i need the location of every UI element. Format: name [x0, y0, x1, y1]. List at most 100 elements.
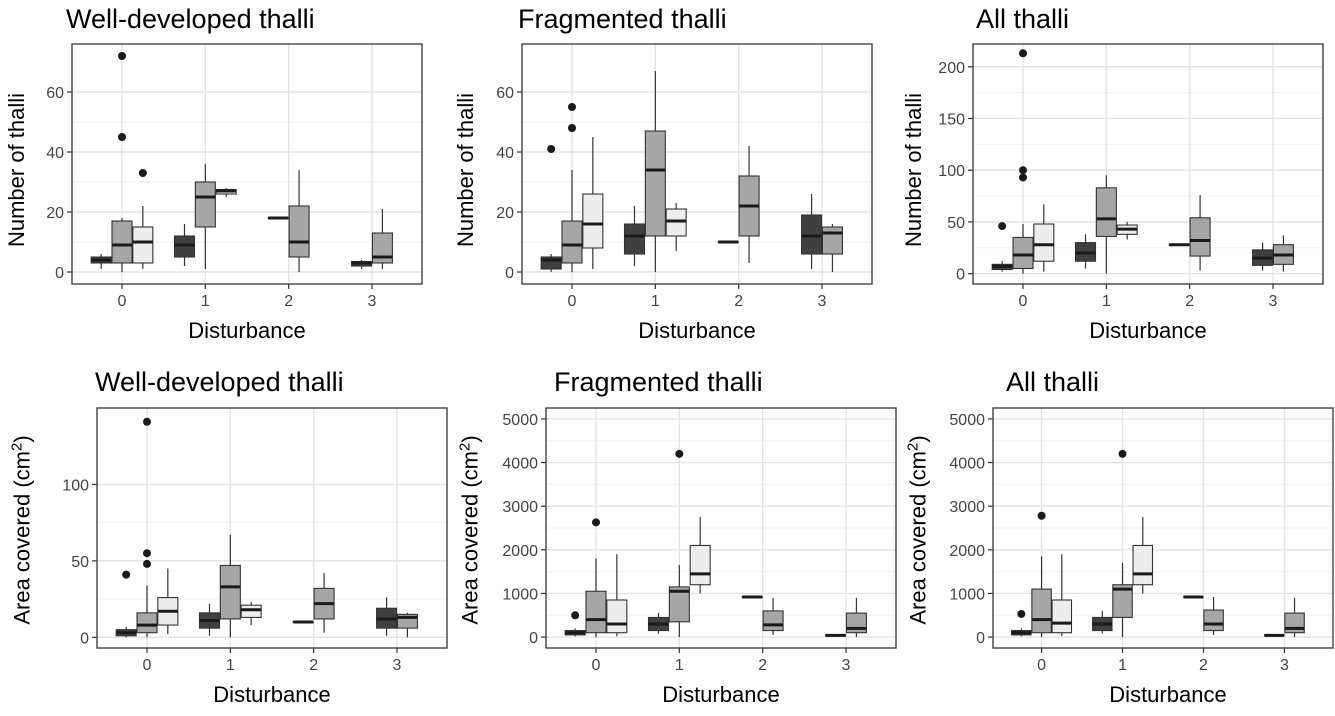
outlier-point: [143, 549, 151, 558]
box-2-group-1: [1203, 596, 1224, 635]
y-tick-label: 60: [46, 85, 64, 102]
box-body: [1132, 544, 1154, 586]
x-tick-label: 2: [1185, 293, 1194, 310]
y-tick-label: 0: [956, 267, 965, 284]
box-body: [561, 220, 583, 264]
outlier-point: [1017, 609, 1026, 618]
x-tick-label: 2: [758, 657, 767, 674]
box-body: [288, 205, 310, 258]
outlier-point: [998, 222, 1007, 231]
box-body: [136, 612, 158, 634]
box-3-group-1: [371, 209, 393, 269]
panel-2-y-title: Number of thalli: [453, 93, 479, 247]
panel-6-y-title-tail: ): [905, 435, 931, 443]
box-3-group-0: [351, 260, 373, 269]
x-tick-label: 1: [1102, 293, 1111, 310]
box-body: [1189, 217, 1211, 257]
panel-border: [972, 43, 1324, 285]
box-1-group-2: [689, 517, 711, 594]
box-1-group-1: [194, 164, 216, 269]
x-tick-label: 0: [568, 293, 577, 310]
x-tick-label: 3: [393, 657, 402, 674]
box-1-group-1: [668, 449, 690, 638]
box-3-group-1: [821, 224, 843, 272]
box-3-group-0: [376, 597, 398, 636]
panel-4: 0 50 100 0 1 2 3: [62, 407, 448, 674]
box-0-group-1: [1012, 49, 1034, 274]
box-body: [582, 193, 604, 249]
y-tick-label: 100: [938, 163, 965, 180]
box-body: [606, 599, 628, 634]
box-1-group-2: [215, 188, 237, 197]
outlier-point: [143, 417, 151, 426]
box-body: [111, 220, 133, 264]
outlier-point: [1037, 511, 1046, 520]
x-tick-label: 2: [309, 657, 318, 674]
panel-5-title: Fragmented thalli: [554, 367, 763, 397]
y-tick-label: 60: [496, 85, 514, 102]
y-tick-label: 0: [529, 630, 538, 647]
box-3-group-0: [801, 194, 823, 269]
box-3-group-1: [1284, 597, 1305, 638]
box-0-group-2: [582, 137, 604, 269]
outlier-point: [122, 570, 131, 579]
box-body: [240, 604, 262, 618]
x-tick-label: 3: [368, 293, 377, 310]
y-tick-label: 100: [62, 477, 89, 494]
box-body: [132, 226, 154, 264]
y-tick-label: 2000: [502, 543, 538, 560]
outlier-point: [1118, 449, 1127, 458]
box-2-group-1: [288, 170, 310, 272]
box-body: [668, 586, 690, 623]
y-tick-label: 40: [46, 145, 64, 162]
box-1-group-0: [647, 613, 670, 634]
outlier-point: [568, 124, 576, 132]
y-tick-label: 1000: [502, 586, 538, 603]
panel-1-y-title: Number of thalli: [4, 93, 30, 247]
box-2-group-0: [1183, 595, 1204, 599]
outlier-point: [1019, 49, 1027, 58]
panel-2-title: Fragmented thalli: [518, 4, 727, 34]
panel-6: 0 1000 2000 3000 4000 5000 0 1 2 3: [949, 407, 1334, 674]
panel-border: [545, 407, 897, 649]
x-tick-label: 3: [1280, 657, 1289, 674]
y-tick-label: 20: [46, 205, 64, 222]
x-tick-label: 1: [1118, 657, 1127, 674]
panel-border: [521, 43, 873, 285]
box-3-group-0: [1252, 242, 1274, 271]
outlier-point: [143, 559, 151, 568]
box-0-group-0: [540, 145, 562, 272]
y-tick-label: 1000: [949, 586, 985, 603]
box-0-group-1: [136, 417, 158, 638]
y-tick-label: 3000: [502, 499, 538, 516]
box-1-group-1: [644, 71, 666, 272]
x-tick-label: 2: [284, 293, 293, 310]
x-tick-label: 2: [734, 293, 743, 310]
box-2-group-1: [738, 146, 760, 263]
x-tick-label: 3: [818, 293, 827, 310]
box-body: [1095, 187, 1117, 237]
y-tick-label: 5000: [949, 412, 985, 429]
box-2-group-1: [313, 573, 335, 633]
x-tick-label: 0: [1019, 293, 1028, 310]
panel-1: 0 20 40 60 0 1 2 3: [46, 43, 423, 310]
box-0-group-2: [1051, 554, 1073, 637]
y-tick-label: 50: [947, 215, 965, 232]
y-tick-label: 0: [80, 630, 89, 647]
outlier-point: [1019, 166, 1027, 175]
panel-3-x-title: Disturbance: [1089, 318, 1207, 343]
panel-4-x-title: Disturbance: [213, 682, 331, 707]
box-0-group-2: [1033, 204, 1055, 272]
box-1-group-0: [173, 224, 196, 266]
x-tick-label: 2: [1199, 657, 1208, 674]
x-tick-label: 1: [675, 657, 684, 674]
box-2-group-0: [741, 595, 763, 599]
panel-6-title: All thalli: [1006, 367, 1100, 397]
box-body: [821, 226, 843, 255]
outlier-point: [675, 449, 684, 458]
panel-3-y-title-text: Number of thalli: [901, 92, 926, 248]
panel-5-x-title: Disturbance: [662, 682, 780, 707]
panel-3-y-title: Number of thalli: [901, 93, 927, 247]
